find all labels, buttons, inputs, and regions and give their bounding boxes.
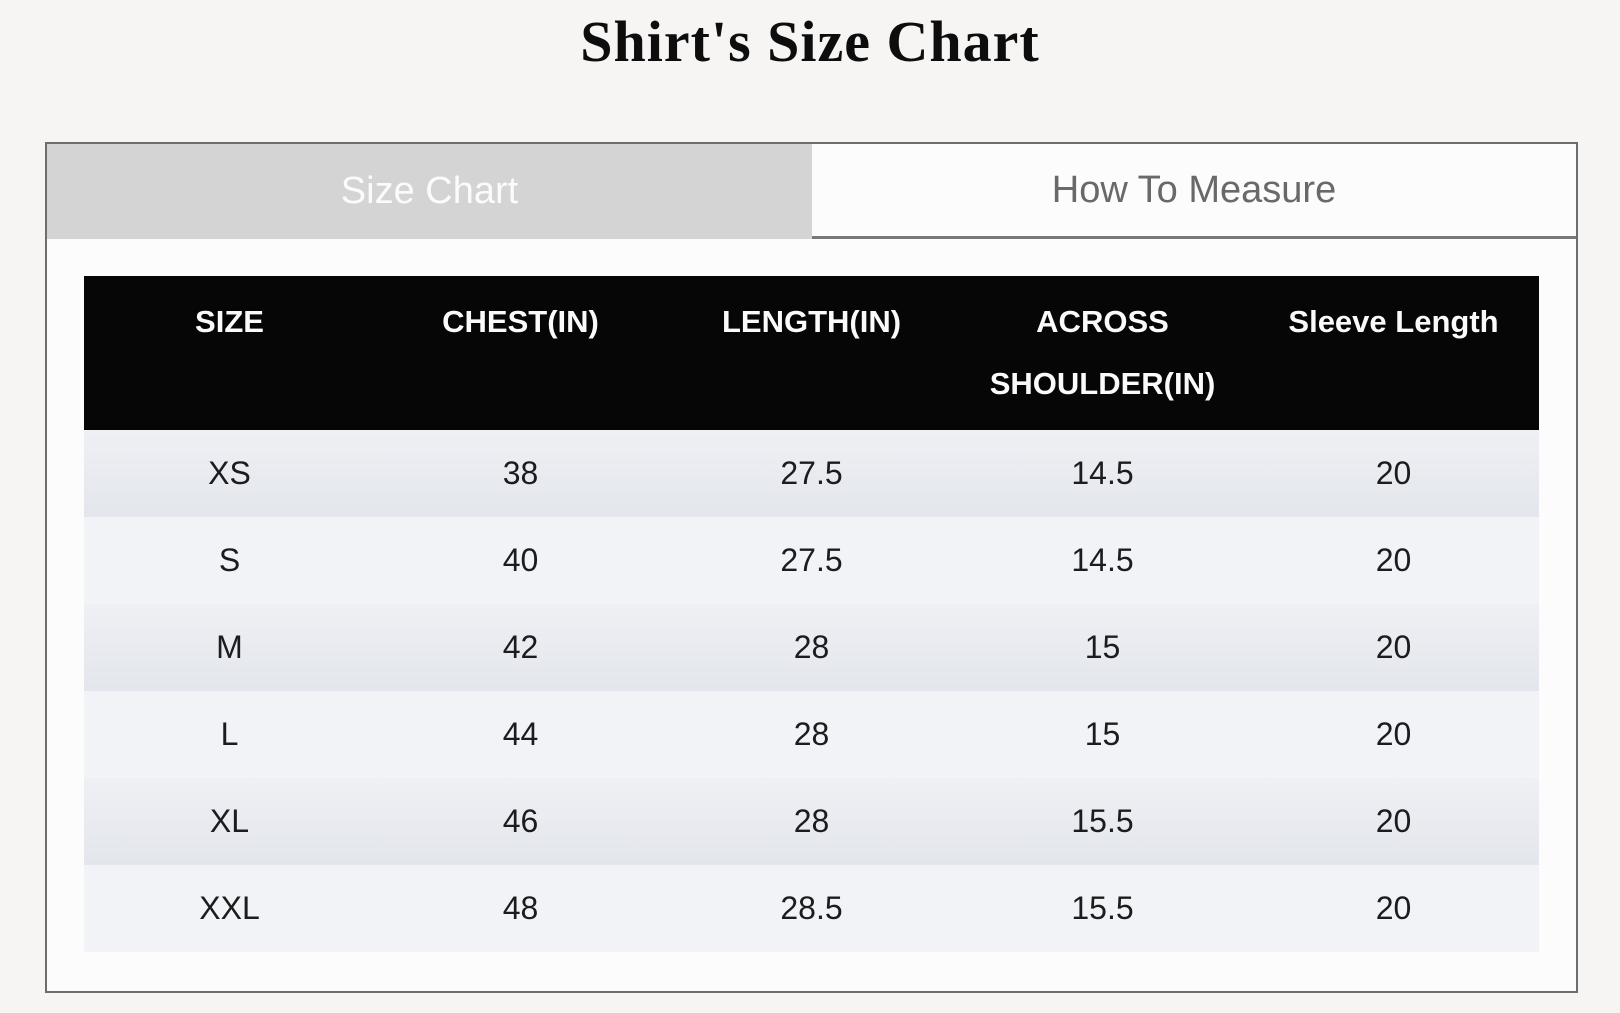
page-title: Shirt's Size Chart [580,9,1040,74]
size-cell: XXL [84,865,375,952]
table-row-xxl: XXL 48 28.5 15.5 20 [84,865,1539,952]
tab-size-chart[interactable]: Size Chart [47,144,812,239]
chest-cell: 44 [375,691,666,778]
length-cell: 28.5 [666,865,957,952]
tab-bar: Size Chart How To Measure [47,144,1576,239]
sleeve-cell: 20 [1248,691,1539,778]
size-table-body: XS 38 27.5 14.5 20 S 40 27.5 14.5 20 M 4… [84,430,1539,952]
chest-cell: 40 [375,517,666,604]
tab-how-to-measure[interactable]: How To Measure [812,144,1576,239]
column-header-across-shoulder: ACROSS SHOULDER(IN) [957,276,1248,430]
chest-cell: 46 [375,778,666,865]
length-cell: 28 [666,778,957,865]
sleeve-cell: 20 [1248,604,1539,691]
shoulder-cell: 15 [957,691,1248,778]
length-cell: 28 [666,691,957,778]
column-header-length: LENGTH(IN) [666,276,957,430]
shoulder-cell: 14.5 [957,517,1248,604]
length-cell: 27.5 [666,517,957,604]
header-row: SIZE CHEST(IN) LENGTH(IN) ACROSS SHOULDE… [84,276,1539,430]
table-row-s: S 40 27.5 14.5 20 [84,517,1539,604]
sleeve-cell: 20 [1248,778,1539,865]
table-row-xl: XL 46 28 15.5 20 [84,778,1539,865]
length-cell: 27.5 [666,430,957,517]
size-table-header: SIZE CHEST(IN) LENGTH(IN) ACROSS SHOULDE… [84,276,1539,430]
sleeve-cell: 20 [1248,430,1539,517]
table-row-xs: XS 38 27.5 14.5 20 [84,430,1539,517]
column-header-sleeve-length: Sleeve Length [1248,276,1539,430]
shoulder-cell: 15 [957,604,1248,691]
table-row-m: M 42 28 15 20 [84,604,1539,691]
size-cell: XL [84,778,375,865]
tab-content: SIZE CHEST(IN) LENGTH(IN) ACROSS SHOULDE… [47,239,1576,952]
size-chart-panel: Size Chart How To Measure SIZE CHEST(IN)… [45,142,1578,993]
size-cell: S [84,517,375,604]
shoulder-cell: 14.5 [957,430,1248,517]
column-header-size: SIZE [84,276,375,430]
column-header-chest: CHEST(IN) [375,276,666,430]
sleeve-cell: 20 [1248,517,1539,604]
chest-cell: 48 [375,865,666,952]
size-cell: L [84,691,375,778]
chest-cell: 42 [375,604,666,691]
size-cell: XS [84,430,375,517]
shoulder-cell: 15.5 [957,778,1248,865]
chest-cell: 38 [375,430,666,517]
table-row-l: L 44 28 15 20 [84,691,1539,778]
sleeve-cell: 20 [1248,865,1539,952]
size-table: SIZE CHEST(IN) LENGTH(IN) ACROSS SHOULDE… [84,276,1539,952]
shoulder-cell: 15.5 [957,865,1248,952]
size-cell: M [84,604,375,691]
length-cell: 28 [666,604,957,691]
